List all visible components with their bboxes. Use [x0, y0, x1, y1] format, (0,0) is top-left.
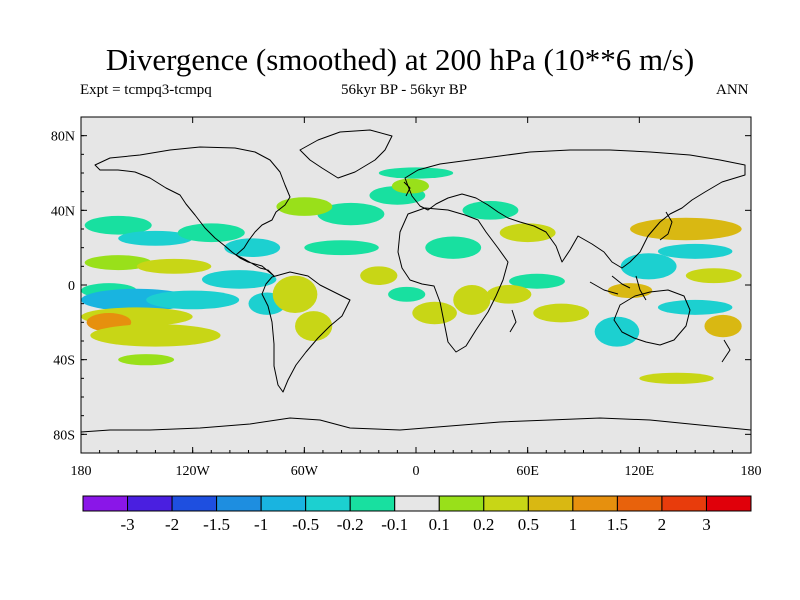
colorbar-swatch [171, 495, 218, 512]
colorbar-swatch [216, 495, 262, 512]
lon-tick-label: 180 [741, 464, 762, 479]
divergence-region [378, 167, 454, 179]
colorbar-label: 1 [569, 515, 578, 534]
colorbar-swatch [394, 495, 440, 512]
divergence-region [685, 268, 742, 284]
divergence-region [272, 275, 318, 314]
colorbar-swatch [527, 495, 574, 512]
divergence-region [657, 243, 733, 259]
divergence-field [81, 167, 742, 384]
divergence-region [453, 285, 491, 315]
divergence-region [201, 270, 277, 289]
lat-tick-label: 40N [51, 204, 75, 219]
lon-tick-label: 60E [516, 464, 539, 479]
divergence-region [425, 236, 482, 259]
colorbar-label: -2 [165, 515, 179, 534]
colorbar-swatch [127, 495, 173, 512]
colorbar-label: 0.2 [473, 515, 494, 534]
colorbar-label: 3 [702, 515, 711, 534]
lon-tick-label: 120W [176, 464, 211, 479]
colorbar-label: 0.1 [429, 515, 450, 534]
season-label: ANN [716, 82, 749, 98]
experiment-label: Expt = tcmpq3-tcmpq [80, 82, 212, 98]
divergence-region [391, 178, 430, 194]
south-america-coast [261, 271, 351, 393]
colorbar-swatch [572, 495, 618, 512]
divergence-region [146, 290, 240, 310]
lon-tick-label: 180 [71, 464, 92, 479]
divergence-region [704, 314, 742, 338]
colorbar-swatch [82, 495, 129, 512]
divergence-region [304, 240, 379, 256]
new-zealand-coast [721, 339, 731, 363]
divergence-region [639, 372, 714, 384]
colorbar-swatch [305, 495, 351, 512]
eurasia-coast [404, 149, 746, 269]
divergence-region [360, 266, 398, 285]
british-isles-coast [403, 181, 411, 197]
divergence-region [84, 215, 152, 235]
divergence-region [462, 201, 519, 220]
colorbar-swatch [661, 495, 707, 512]
divergence-region [486, 285, 532, 304]
madagascar-coast [509, 309, 517, 333]
divergence-region [90, 324, 221, 347]
colorbar-label: -3 [120, 515, 134, 534]
divergence-region [118, 230, 193, 246]
divergence-region [509, 273, 565, 289]
divergence-region [177, 223, 245, 243]
lon-tick-label: 60W [291, 464, 319, 479]
divergence-region [620, 253, 677, 280]
divergence-region [533, 303, 590, 323]
divergence-region [295, 311, 333, 342]
divergence-region [607, 283, 653, 299]
divergence-region [630, 217, 742, 241]
lat-tick-label: 80S [53, 428, 75, 443]
colorbar-swatch [483, 495, 529, 512]
colorbar: -3 -2 -1.5 -1 -0.5 -0.2 -0.1 0.1 0.2 0.5 1 1.5 2 3 [82, 495, 752, 534]
africa-coast [397, 207, 509, 353]
divergence-region [412, 301, 457, 325]
lat-tick-label: 80N [51, 130, 75, 145]
divergence-region [499, 223, 556, 243]
divergence-region [388, 286, 426, 302]
greenland-coast [299, 129, 393, 179]
colorbar-swatch [705, 495, 752, 512]
lon-tick-label: 120E [625, 464, 655, 479]
colorbar-label: -0.2 [337, 515, 364, 534]
map-axes: 80N 40N 0 40S 80S 180 120W 60W 0 60E 120E 180 [51, 117, 762, 479]
antarctica-coast [81, 417, 751, 433]
lat-tick-label: 40S [53, 354, 75, 369]
lon-tick-label: 0 [413, 464, 420, 479]
japan-coast [659, 211, 673, 241]
colorbar-label: 2 [658, 515, 667, 534]
colorbar-label: -1.5 [203, 515, 230, 534]
period-label: 56kyr BP - 56kyr BP [341, 82, 468, 98]
colorbar-label: -1 [254, 515, 268, 534]
colorbar-label: -0.5 [292, 515, 319, 534]
colorbar-swatch [349, 495, 396, 512]
chart-title: Divergence (smoothed) at 200 hPa (10**6 … [105, 42, 695, 77]
divergence-region [594, 316, 640, 347]
lat-tick-label: 0 [68, 279, 75, 294]
divergence-region [317, 202, 385, 226]
australia-coast [613, 289, 691, 346]
map-background [81, 117, 751, 453]
divergence-region [136, 258, 212, 274]
colorbar-swatch [438, 495, 485, 512]
divergence-region [84, 255, 152, 271]
divergence-region [276, 197, 333, 216]
colorbar-label: 0.5 [518, 515, 539, 534]
divergence-region [657, 299, 733, 315]
indonesia-coast [589, 275, 647, 301]
colorbar-label: -0.1 [381, 515, 408, 534]
divergence-region [224, 238, 281, 257]
colorbar-label: 1.5 [607, 515, 628, 534]
colorbar-swatch [260, 495, 307, 512]
north-america-coast [94, 146, 291, 277]
divergence-region [118, 354, 175, 366]
coastlines [81, 129, 751, 433]
colorbar-swatch [616, 495, 663, 512]
